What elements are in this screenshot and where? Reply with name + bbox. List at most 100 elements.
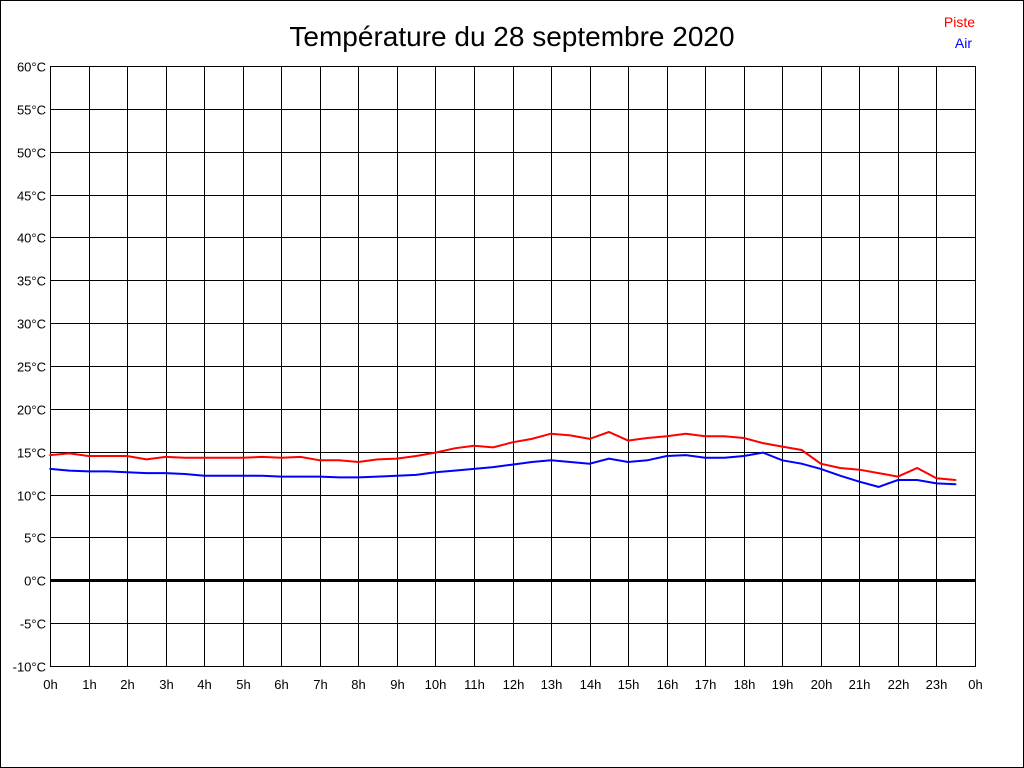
data-point-piste — [318, 459, 321, 462]
data-point-air — [280, 475, 283, 478]
data-point-piste — [935, 477, 938, 480]
data-point-piste — [396, 457, 398, 460]
data-point-air — [126, 471, 128, 474]
y-tick-label: 45°C — [17, 189, 46, 204]
x-tick-label: 10h — [425, 677, 447, 692]
x-tick-label: 6h — [274, 677, 288, 692]
x-tick-label: 16h — [657, 677, 679, 692]
data-point-air — [954, 483, 957, 486]
data-point-air — [473, 468, 475, 470]
data-point-piste — [145, 458, 148, 461]
data-point-air — [550, 459, 552, 462]
data-point-air — [492, 466, 495, 468]
data-point-air — [839, 474, 841, 477]
data-point-piste — [203, 456, 205, 459]
x-tick-label: 2h — [120, 677, 134, 692]
data-point-air — [530, 461, 533, 463]
data-point-piste — [588, 438, 591, 440]
data-point-air — [685, 454, 687, 456]
y-tick-label: 5°C — [24, 531, 46, 546]
x-tick-label: 14h — [580, 677, 602, 692]
data-point-air — [222, 474, 225, 477]
data-point-piste — [299, 456, 302, 458]
x-tick-label: 8h — [351, 677, 365, 692]
data-point-air — [376, 475, 379, 478]
data-point-air — [704, 456, 707, 459]
data-point-piste — [704, 435, 707, 438]
y-tick-label: 55°C — [17, 103, 46, 118]
x-tick-label: 0h — [968, 677, 982, 692]
legend-air: Air — [955, 35, 972, 51]
data-point-piste — [820, 462, 822, 465]
data-point-piste — [646, 437, 649, 439]
data-point-air — [145, 472, 148, 474]
data-point-air — [646, 459, 649, 462]
data-point-air — [415, 474, 417, 476]
x-tick-label: 3h — [159, 677, 173, 692]
series-line-piste — [49, 430, 956, 481]
data-point-air — [511, 463, 514, 466]
y-tick-label: 40°C — [17, 231, 46, 246]
data-point-piste — [762, 442, 764, 444]
x-tick-label: 23h — [926, 677, 948, 692]
x-tick-label: 22h — [888, 677, 910, 692]
data-point-piste — [184, 456, 186, 459]
data-point-air — [916, 479, 918, 481]
data-point-air — [723, 456, 726, 459]
data-point-air — [299, 475, 302, 478]
data-point-air — [453, 469, 456, 472]
data-point-piste — [665, 435, 668, 438]
x-tick-label: 1h — [82, 677, 96, 692]
data-point-piste — [357, 461, 360, 463]
data-point-piste — [954, 479, 957, 481]
data-point-piste — [164, 456, 167, 458]
data-point-piste — [800, 449, 803, 451]
data-point-air — [164, 472, 167, 474]
data-point-piste — [241, 456, 244, 459]
data-point-piste — [222, 456, 225, 459]
data-point-air — [184, 473, 186, 475]
y-tick-label: 50°C — [17, 146, 46, 161]
data-point-piste — [858, 468, 861, 471]
data-point-piste — [492, 446, 495, 449]
x-tick-label: 12h — [503, 677, 525, 692]
data-point-air — [396, 474, 398, 477]
y-tick-label: 30°C — [17, 317, 46, 332]
data-point-air — [569, 461, 572, 463]
data-point-piste — [473, 444, 475, 447]
data-point-air — [68, 469, 71, 472]
series-line-air — [49, 451, 956, 488]
data-point-air — [781, 459, 784, 462]
x-tick-label: 11h — [464, 677, 485, 692]
data-point-air — [608, 457, 610, 460]
data-point-piste — [723, 435, 726, 438]
x-tick-label: 17h — [695, 677, 717, 692]
data-point-piste — [550, 432, 552, 435]
data-point-piste — [608, 431, 610, 433]
data-point-air — [762, 451, 764, 454]
data-point-piste — [68, 452, 71, 455]
x-tick-label: 21h — [849, 677, 871, 692]
data-point-air — [877, 486, 880, 488]
data-point-piste — [685, 432, 687, 435]
x-tick-label: 7h — [313, 677, 327, 692]
y-tick-label: -10°C — [13, 660, 46, 675]
data-point-air — [203, 474, 205, 477]
data-point-piste — [126, 455, 128, 457]
data-point-piste — [627, 439, 629, 442]
data-point-air — [107, 470, 109, 473]
data-point-air — [49, 468, 51, 470]
data-point-air — [241, 474, 244, 477]
legend-piste: Piste — [944, 14, 975, 30]
x-tick-label: 0h — [43, 677, 57, 692]
y-tick-label: 25°C — [17, 360, 46, 375]
chart-title: Température du 28 septembre 2020 — [289, 21, 734, 52]
data-point-piste — [415, 455, 417, 457]
data-point-piste — [453, 447, 456, 450]
data-point-piste — [877, 472, 880, 474]
x-tick-label: 13h — [541, 677, 563, 692]
data-point-air — [434, 471, 437, 474]
y-tick-label: -5°C — [20, 617, 46, 632]
data-point-piste — [742, 437, 745, 439]
data-point-air — [800, 462, 803, 465]
